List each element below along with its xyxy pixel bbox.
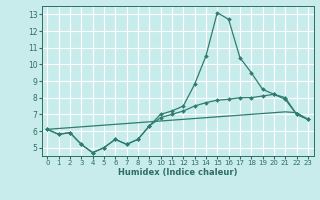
X-axis label: Humidex (Indice chaleur): Humidex (Indice chaleur) <box>118 168 237 177</box>
